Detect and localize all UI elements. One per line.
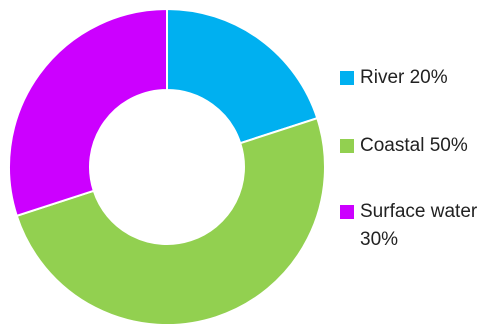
legend-swatch-river [340,71,354,85]
legend-swatch-coastal [340,139,354,153]
chart-legend: River 20% Coastal 50% Surface water 30% [340,64,490,254]
legend-item-river: River 20% [340,64,490,92]
donut-slice-coastal [15,116,326,325]
legend-label-surface-water: Surface water 30% [360,201,478,250]
legend-item-coastal: Coastal 50% [340,132,490,160]
donut-slice-river [166,7,319,145]
legend-swatch-surface-water [340,205,354,219]
legend-label-river: River 20% [360,67,448,88]
donut-slice-surface-water [8,7,168,218]
legend-item-surface-water: Surface water 30% [340,198,490,254]
legend-label-coastal: Coastal 50% [360,135,468,156]
